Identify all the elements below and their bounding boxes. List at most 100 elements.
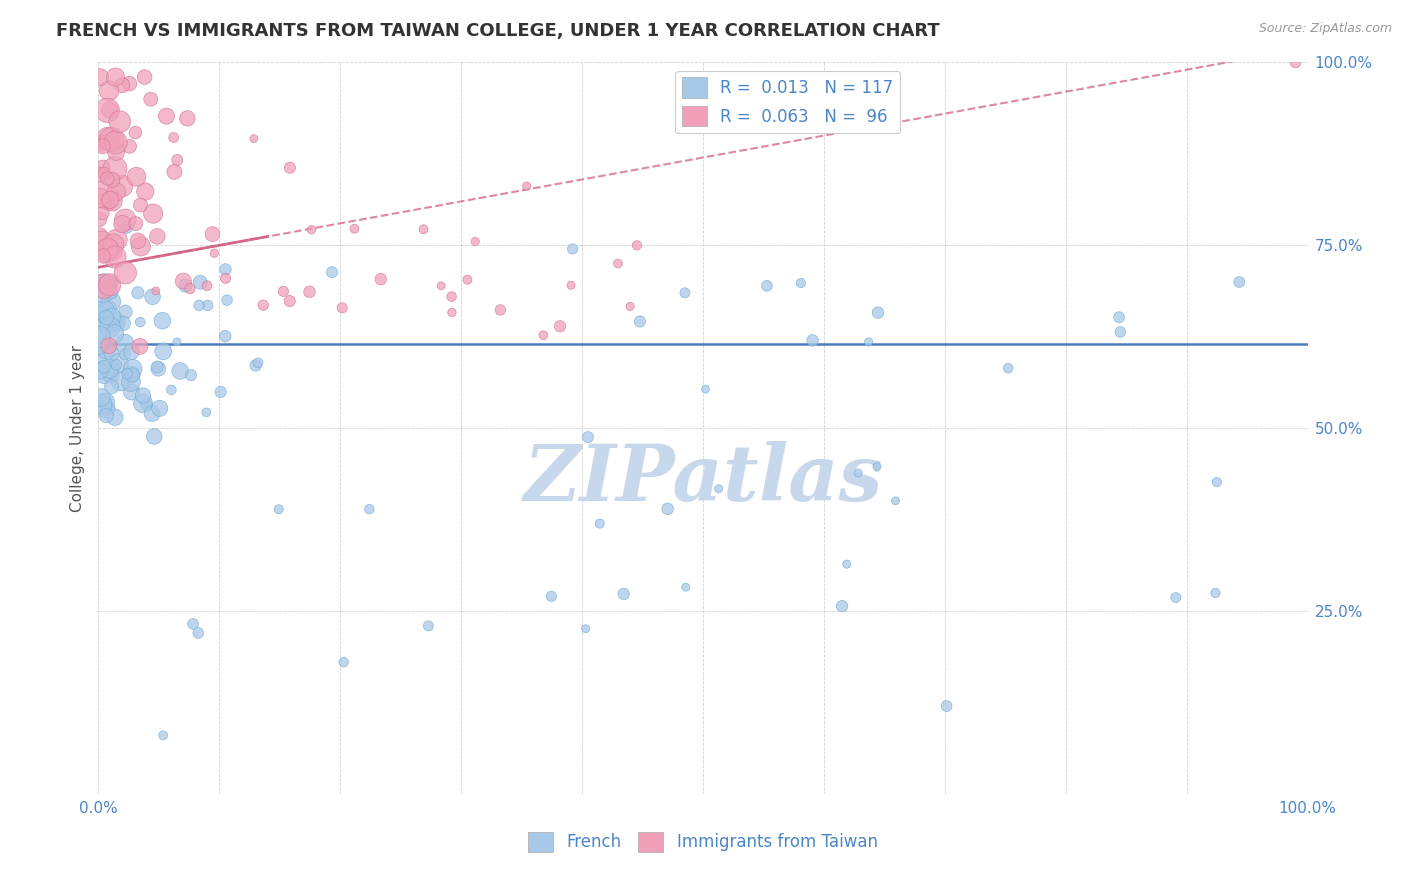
Point [132,388,155,402]
Point [108,356,131,370]
Point [125,217,148,231]
Point [560,278,582,293]
Point [96,171,118,186]
Point [104,161,127,176]
Point [91,285,114,300]
Point [267,502,290,516]
Point [114,347,136,361]
Point [96,310,118,325]
Point [120,375,142,389]
Point [301,223,323,237]
Point [96,244,118,259]
Point [209,384,232,399]
Point [359,502,381,516]
Point [90,234,112,248]
Point [114,305,136,319]
Point [343,221,366,235]
Point [278,293,301,308]
Point [134,70,156,84]
Point [166,334,188,349]
Point [531,328,554,343]
Point [576,430,599,444]
Point [100,346,122,360]
Point [96,318,118,332]
Point [152,728,174,742]
Point [114,212,136,227]
Point [628,314,651,328]
Point [1108,310,1130,325]
Point [197,298,219,312]
Point [657,502,679,516]
Point [101,173,124,187]
Point [132,396,155,410]
Point [89,364,111,378]
Point [89,212,111,227]
Point [163,130,186,145]
Point [201,227,224,241]
Point [298,285,321,299]
Point [332,655,354,669]
Point [89,70,111,84]
Point [695,382,717,396]
Point [489,302,512,317]
Point [98,320,121,334]
Point [141,290,163,304]
Point [91,206,114,220]
Point [89,283,111,297]
Point [105,233,128,247]
Point [94,401,117,416]
Point [96,302,118,317]
Point [790,276,813,290]
Point [115,220,138,235]
Point [142,206,165,220]
Point [626,238,648,252]
Point [252,298,274,312]
Point [129,198,152,212]
Point [118,77,141,91]
Point [93,366,115,380]
Point [866,459,889,474]
Point [89,330,111,344]
Point [121,368,143,382]
Point [97,339,120,353]
Point [273,285,295,299]
Point [91,249,114,263]
Point [96,409,118,423]
Point [101,310,124,324]
Point [835,557,858,571]
Point [146,359,169,374]
Point [100,294,122,309]
Point [104,410,127,425]
Point [146,229,169,244]
Point [104,250,127,264]
Point [100,193,122,207]
Point [214,329,236,343]
Point [121,384,143,399]
Point [561,242,583,256]
Point [89,341,111,355]
Point [607,256,630,270]
Point [575,622,598,636]
Point [149,401,172,416]
Text: ZIPatlas: ZIPatlas [523,442,883,517]
Point [801,334,824,348]
Point [243,131,266,145]
Point [152,344,174,359]
Point [89,186,111,200]
Point [430,278,453,293]
Point [143,429,166,443]
Point [884,493,907,508]
Point [93,277,115,291]
Point [93,194,115,209]
Point [215,293,238,308]
Point [127,234,149,248]
Point [188,275,211,289]
Point [89,227,111,242]
Point [101,275,124,289]
Point [613,587,636,601]
Point [935,699,957,714]
Point [104,70,127,84]
Point [858,334,880,349]
Point [89,191,111,205]
Point [121,344,143,359]
